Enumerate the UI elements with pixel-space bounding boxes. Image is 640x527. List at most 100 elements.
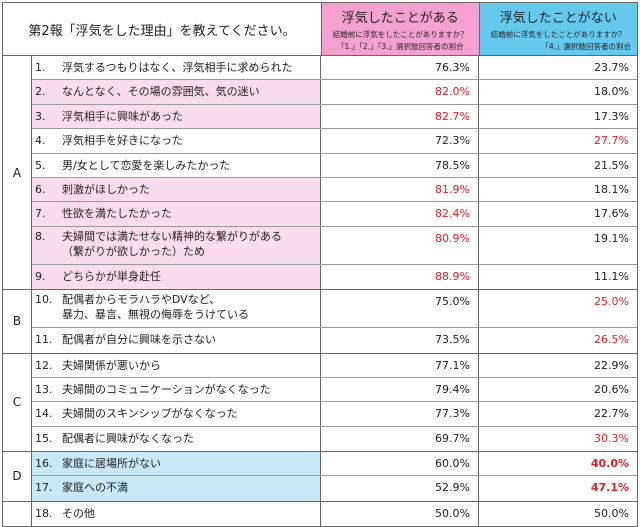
- reason-number: 15.: [35, 431, 53, 445]
- reason-number: 14.: [35, 407, 53, 421]
- table-title: 第2報「浮気をした理由」を教えてください。: [3, 3, 322, 55]
- reason-text: その他: [62, 506, 95, 520]
- reason-cell: 10. 配偶者からモラハラやDVなど、 暴力、暴言、無視の侮辱をうけている: [32, 290, 321, 328]
- reason-number: 11.: [35, 333, 53, 347]
- reason-number: 2.: [35, 85, 46, 99]
- table-row: 4. 浮気相手を好きになった 72.3% 27.7%: [32, 129, 637, 154]
- reason-cell: 6. 刺激がほしかった: [32, 177, 321, 202]
- group-label: B: [3, 290, 32, 353]
- reason-text: 夫婦間のスキンシップがなくなった: [62, 407, 238, 421]
- value-not-cheated: 27.7%: [594, 134, 629, 148]
- group-other: 18. その他 50.0% 50.0%: [3, 501, 637, 527]
- value-not-cheated: 21.5%: [594, 158, 629, 172]
- value-cheated: 76.3%: [321, 56, 479, 80]
- reason-cell: 13. 夫婦間のコミュニケーションがなくなった: [32, 377, 321, 402]
- value-not-cheated: 20.6%: [594, 382, 629, 396]
- table-row: 12. 夫婦関係が悪いから 77.1% 22.9%: [32, 353, 637, 378]
- value-cheated: 78.5%: [321, 153, 479, 177]
- reason-text: 夫婦関係が悪いから: [62, 358, 161, 372]
- group-label: [3, 501, 32, 527]
- reason-number: 1.: [35, 61, 46, 74]
- value-cheated: 79.4%: [321, 377, 479, 402]
- table-row: 13. 夫婦間のコミュニケーションがなくなった 79.4% 20.6%: [32, 377, 637, 403]
- reason-text: 配偶者からモラハラやDVなど、 暴力、暴言、無視の侮辱をうけている: [62, 293, 249, 322]
- reason-cell: 1. 浮気するつもりはなく、浮気相手に求められた: [32, 56, 321, 80]
- reason-text: 男/女として恋愛を楽しみたかった: [62, 158, 231, 172]
- value-not-cheated: 11.1%: [594, 269, 629, 283]
- value-not-cheated: 18.1%: [594, 182, 629, 196]
- reason-number: 17.: [35, 481, 53, 495]
- reason-cell: 18. その他: [32, 501, 321, 527]
- header-cheated-title: 浮気したことがある: [341, 11, 459, 26]
- table-row: 17. 家庭への不満 52.9% 47.1%: [32, 476, 637, 501]
- table-row: 15. 配偶者に興味がなくなった 69.7% 30.3%: [32, 426, 637, 452]
- value-cheated: 50.0%: [321, 501, 479, 527]
- reason-text: 夫婦間では満たせない精神的な繋がりがある （繋がりが欲しかった）ため: [62, 229, 282, 258]
- value-cheated: 52.9%: [321, 476, 479, 501]
- reason-cell: 4. 浮気相手を好きになった: [32, 129, 321, 153]
- value-not-cheated: 18.0%: [594, 85, 629, 99]
- reason-cell: 7. 性欲を満たしたかった: [32, 202, 321, 226]
- reason-number: 6.: [35, 182, 46, 196]
- reason-number: 8.: [35, 229, 46, 243]
- table-row: 8. 夫婦間では満たせない精神的な繋がりがある （繋がりが欲しかった）ため 80.9…: [32, 226, 637, 265]
- reason-cell: 8. 夫婦間では満たせない精神的な繋がりがある （繋がりが欲しかった）ため: [32, 226, 321, 264]
- reason-number: 3.: [35, 109, 46, 123]
- group-A: A 1. 浮気するつもりはなく、浮気相手に求められた 76.3% 23.7% 2. なんとな…: [3, 56, 637, 291]
- reason-number: 7.: [35, 207, 46, 221]
- reason-text: 家庭への不満: [62, 481, 128, 495]
- reason-number: 9.: [35, 269, 46, 283]
- value-cheated: 77.3%: [321, 402, 479, 426]
- table-row: 2. なんとなく、その場の雰囲気、気の迷い 82.0% 18.0%: [32, 80, 637, 105]
- reason-number: 5.: [35, 158, 46, 172]
- value-not-cheated: 17.6%: [594, 207, 629, 221]
- table-row: 1. 浮気するつもりはなく、浮気相手に求められた 76.3% 23.7%: [32, 56, 637, 81]
- reason-text: 浮気相手に興味があった: [62, 109, 183, 123]
- reason-text: どちらかが単身赴任: [62, 269, 161, 283]
- reason-cell: 16. 家庭に居場所がない: [32, 452, 321, 476]
- reason-cell: 15. 配偶者に興味がなくなった: [32, 426, 321, 452]
- group-B: B 10. 配偶者からモラハラやDVなど、 暴力、暴言、無視の侮辱をうけている 75.…: [3, 290, 637, 354]
- reason-cell: 12. 夫婦関係が悪いから: [32, 353, 321, 377]
- table-row: 7. 性欲を満たしたかった 82.4% 17.6%: [32, 202, 637, 227]
- reason-text: 浮気相手を好きになった: [62, 134, 183, 148]
- reason-number: 10.: [35, 293, 53, 307]
- table-row: 14. 夫婦間のスキンシップがなくなった 77.3% 22.7%: [32, 402, 637, 427]
- reason-cell: 2. なんとなく、その場の雰囲気、気の迷い: [32, 80, 321, 104]
- group-C: C 12. 夫婦関係が悪いから 77.1% 22.9% 13. 夫婦間のコミュニケーションが…: [3, 353, 637, 453]
- reason-text: なんとなく、その場の雰囲気、気の迷い: [62, 85, 260, 99]
- value-cheated: 82.7%: [321, 104, 479, 129]
- reason-text: 浮気するつもりはなく、浮気相手に求められた: [62, 61, 293, 74]
- value-not-cheated: 40.0%: [590, 457, 629, 471]
- value-cheated: 80.9%: [321, 226, 479, 264]
- value-cheated: 81.9%: [321, 177, 479, 202]
- reason-text: 配偶者に興味がなくなった: [62, 431, 194, 445]
- value-cheated: 73.5%: [321, 328, 479, 353]
- reason-cell: 11. 配偶者が自分に興味を示さない: [32, 328, 321, 353]
- header-not-cheated-title: 浮気したことがない: [499, 11, 617, 26]
- header-cheated-question: 結婚前に浮気をしたことがありますか？: [332, 30, 468, 39]
- reason-number: 12.: [35, 358, 53, 372]
- reason-cell: 3. 浮気相手に興味があった: [32, 104, 321, 129]
- value-cheated: 82.4%: [321, 202, 479, 226]
- header-cheated: 浮気したことがある 結婚前に浮気をしたことがありますか？ 「1.」「2.」「3.…: [322, 3, 480, 55]
- value-cheated: 88.9%: [321, 264, 479, 290]
- reason-text: 配偶者が自分に興味を示さない: [62, 333, 216, 347]
- value-not-cheated: 25.0%: [594, 295, 629, 309]
- value-not-cheated: 19.1%: [594, 231, 629, 245]
- value-not-cheated: 22.7%: [594, 407, 629, 421]
- reason-number: 16.: [35, 457, 53, 471]
- table-row: 5. 男/女として恋愛を楽しみたかった 78.5% 21.5%: [32, 153, 637, 178]
- reason-number: 13.: [35, 382, 53, 396]
- reason-cell: 5. 男/女として恋愛を楽しみたかった: [32, 153, 321, 177]
- header-cheated-note: 「1.」「2.」「3.」選択肢回答者の割合: [337, 42, 464, 51]
- table-row: 6. 刺激がほしかった 81.9% 18.1%: [32, 177, 637, 203]
- value-not-cheated: 30.3%: [594, 431, 629, 445]
- table-row: 3. 浮気相手に興味があった 82.7% 17.3%: [32, 104, 637, 130]
- reason-cell: 14. 夫婦間のスキンシップがなくなった: [32, 402, 321, 426]
- value-not-cheated: 47.1%: [590, 481, 629, 495]
- reason-number: 18.: [35, 506, 53, 520]
- value-cheated: 75.0%: [321, 290, 479, 328]
- value-cheated: 82.0%: [321, 80, 479, 104]
